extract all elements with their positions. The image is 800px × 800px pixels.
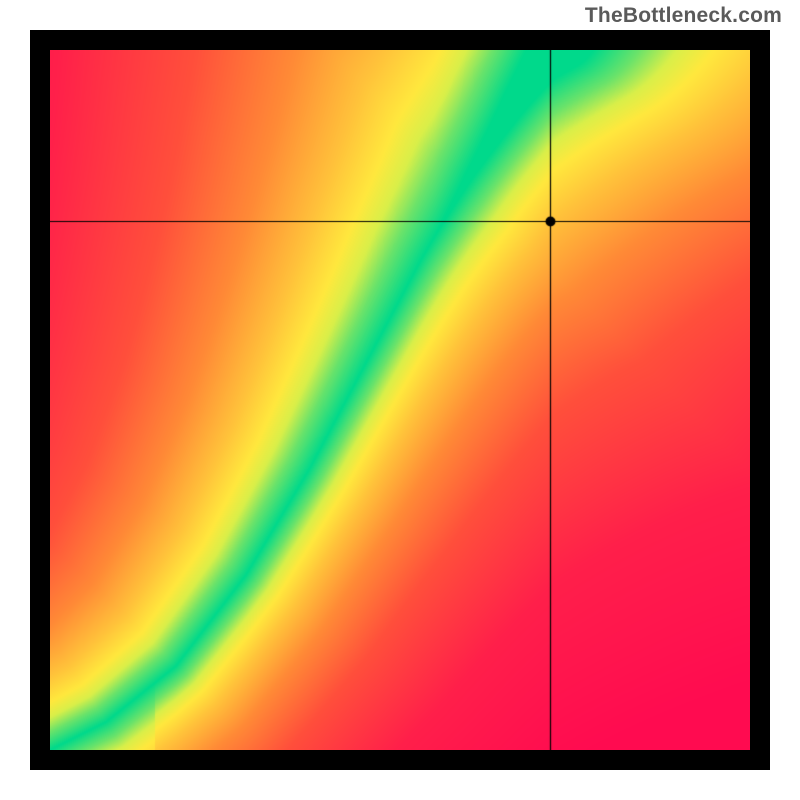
bottleneck-heatmap [50, 50, 750, 750]
chart-frame [30, 30, 770, 770]
watermark-text: TheBottleneck.com [585, 4, 782, 28]
